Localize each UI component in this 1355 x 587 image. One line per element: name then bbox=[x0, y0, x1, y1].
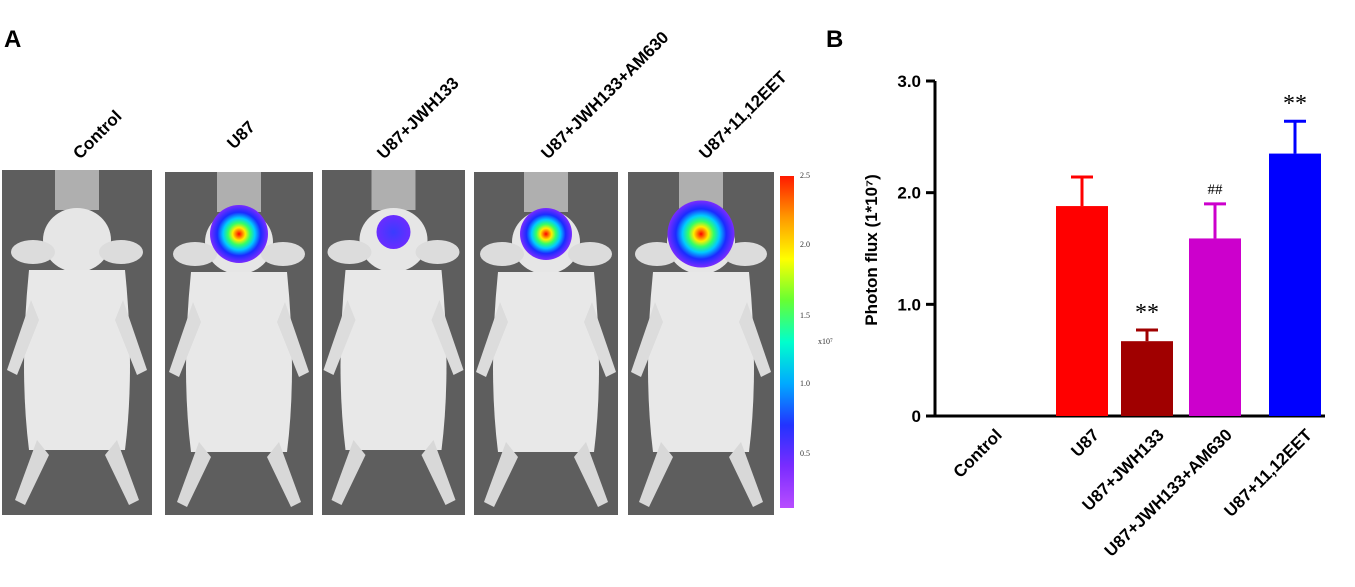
colorbar-tick-label: 2.5 bbox=[800, 171, 810, 180]
luminescence-signal-u87-jwh133 bbox=[376, 215, 411, 249]
luminescence-signal-u87-jwh133-am630 bbox=[520, 208, 572, 260]
significance-marker-u87-jwh133: ** bbox=[1135, 300, 1159, 326]
panel-a-label: A bbox=[4, 26, 22, 53]
y-tick-label: 3.0 bbox=[897, 72, 921, 91]
colorbar bbox=[780, 176, 794, 508]
x-tick-label-u87: U87 bbox=[1067, 425, 1102, 460]
bar-u87-jwh133-am630 bbox=[1189, 238, 1241, 416]
panel-b-label: B bbox=[826, 26, 844, 53]
significance-marker-u87-jwh133-am630: ## bbox=[1208, 182, 1224, 198]
y-tick-label: 2.0 bbox=[897, 184, 921, 203]
colorbar-tick-label: 2.0 bbox=[800, 240, 810, 249]
y-tick-label: 1.0 bbox=[897, 295, 921, 314]
y-axis-label: Photon flux (1*10⁷) bbox=[862, 174, 881, 326]
colorbar-unit: x10⁷ bbox=[818, 337, 833, 346]
x-tick-label-control: Control bbox=[950, 425, 1006, 481]
mouse-image-u87-jwh133-am630 bbox=[474, 172, 618, 515]
y-tick-label: 0 bbox=[912, 407, 921, 426]
significance-marker-u87-11-12eet: ** bbox=[1283, 91, 1307, 117]
bar-u87-11-12eet bbox=[1269, 153, 1321, 417]
luminescence-signal-u87 bbox=[210, 205, 268, 263]
bar-u87-jwh133 bbox=[1121, 341, 1173, 416]
mouse-image-u87 bbox=[165, 172, 313, 515]
x-tick-label-u87-jwh133-am630: U87+JWH133+AM630 bbox=[1101, 425, 1236, 560]
bioluminescence-imaging-panel: Control U87 U87+JWH133 U87+JWH133+AM630 U87+… bbox=[2, 28, 833, 515]
bar-u87 bbox=[1056, 206, 1108, 416]
colorbar-tick-label: 1.0 bbox=[800, 379, 810, 388]
luminescence-signal-u87-11-12eet bbox=[667, 200, 735, 268]
mouse-image-u87-jwh133 bbox=[322, 170, 465, 515]
mouse-image-u87-11-12eet bbox=[628, 172, 774, 515]
colorbar-tick-label: 0.5 bbox=[800, 449, 810, 458]
colorbar-tick-label: 1.5 bbox=[800, 311, 810, 320]
mouse-image-control bbox=[2, 170, 152, 515]
